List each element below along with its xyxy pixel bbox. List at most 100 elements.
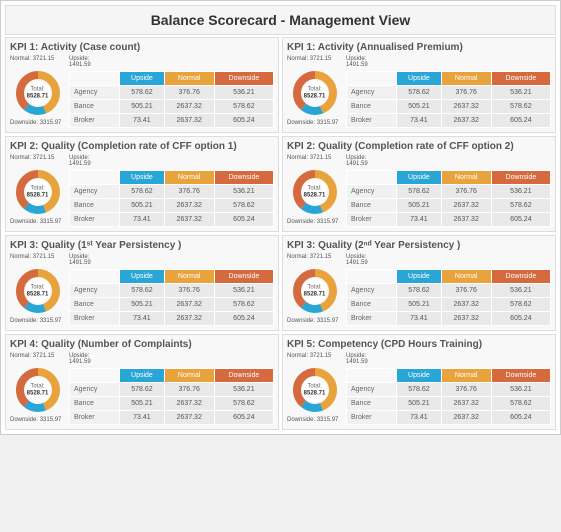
- cell-downside: 578.62: [214, 397, 273, 411]
- cell-normal: 376.76: [441, 383, 491, 397]
- table-header-row: Upside Normal Downside: [70, 72, 274, 86]
- donut-chart-icon: Total: 8528.71: [290, 68, 340, 118]
- cell-downside: 536.21: [491, 86, 550, 100]
- donut-area: Normal: 3721.15 Total: 8528.71 Downside:…: [10, 155, 65, 225]
- table-row: Bance 505.21 2637.32 578.62: [70, 100, 274, 114]
- cell-upside: 505.21: [120, 199, 164, 213]
- cell-normal: 2637.32: [441, 397, 491, 411]
- cell-normal: 2637.32: [164, 397, 214, 411]
- row-label: Broker: [70, 411, 120, 425]
- normal-label: Normal: 3721.15: [10, 56, 65, 62]
- col-normal: Normal: [441, 369, 491, 383]
- col-blank: [347, 369, 397, 383]
- table-row: Broker 73.41 2637.32 605.24: [70, 312, 274, 326]
- cell-downside: 605.24: [491, 213, 550, 227]
- kpi-table: Upside Normal Downside Agency 578.62 376…: [69, 368, 274, 425]
- cell-upside: 73.41: [120, 114, 164, 128]
- table-header-row: Upside Normal Downside: [70, 270, 274, 284]
- cell-normal: 2637.32: [164, 312, 214, 326]
- cell-normal: 2637.32: [441, 298, 491, 312]
- donut-area: Normal: 3721.15 Total: 8528.71 Downside:…: [287, 254, 342, 324]
- cell-upside: 73.41: [397, 312, 441, 326]
- col-downside: Downside: [491, 171, 550, 185]
- cell-upside: 505.21: [397, 397, 441, 411]
- donut-chart-icon: Total: 8528.71: [13, 167, 63, 217]
- cell-downside: 578.62: [491, 298, 550, 312]
- cell-normal: 376.76: [164, 185, 214, 199]
- donut-area: Normal: 3721.15 Total: 8528.71 Downside:…: [287, 56, 342, 126]
- kpi-card: KPI 3: Quality (2ⁿᵈ Year Persistency ) N…: [282, 235, 556, 331]
- donut-center: Total: 8528.71: [304, 185, 326, 198]
- col-normal: Normal: [164, 369, 214, 383]
- cell-downside: 578.62: [214, 298, 273, 312]
- cell-normal: 2637.32: [164, 298, 214, 312]
- kpi-card: KPI 2: Quality (Completion rate of CFF o…: [282, 136, 556, 232]
- table-header-row: Upside Normal Downside: [347, 171, 551, 185]
- cell-upside: 505.21: [397, 298, 441, 312]
- col-normal: Normal: [441, 171, 491, 185]
- table-header-row: Upside Normal Downside: [347, 369, 551, 383]
- col-upside: Upside: [397, 171, 441, 185]
- col-blank: [347, 270, 397, 284]
- row-label: Broker: [347, 213, 397, 227]
- cell-normal: 2637.32: [164, 199, 214, 213]
- cell-upside: 578.62: [120, 86, 164, 100]
- col-downside: Downside: [491, 270, 550, 284]
- col-upside: Upside: [120, 72, 164, 86]
- upside-label: Upside: 1491.59: [346, 254, 551, 266]
- normal-label: Normal: 3721.15: [287, 353, 342, 359]
- col-upside: Upside: [120, 369, 164, 383]
- cell-upside: 505.21: [120, 397, 164, 411]
- upside-label: Upside: 1491.59: [346, 353, 551, 365]
- table-row: Broker 73.41 2637.32 605.24: [70, 114, 274, 128]
- cell-upside: 73.41: [120, 411, 164, 425]
- downside-label: Downside: 3315.97: [10, 219, 65, 225]
- cell-upside: 578.62: [397, 383, 441, 397]
- table-header-row: Upside Normal Downside: [70, 171, 274, 185]
- row-label: Bance: [347, 199, 397, 213]
- downside-label: Downside: 3315.97: [10, 120, 65, 126]
- row-label: Bance: [70, 199, 120, 213]
- downside-label: Downside: 3315.97: [10, 318, 65, 324]
- kpi-title: KPI 5: Competency (CPD Hours Training): [287, 339, 551, 350]
- cell-downside: 605.24: [491, 312, 550, 326]
- table-row: Agency 578.62 376.76 536.21: [70, 185, 274, 199]
- cell-downside: 605.24: [491, 114, 550, 128]
- row-label: Bance: [70, 100, 120, 114]
- table-row: Bance 505.21 2637.32 578.62: [70, 298, 274, 312]
- col-normal: Normal: [164, 171, 214, 185]
- kpi-card: KPI 3: Quality (1ˢᵗ Year Persistency ) N…: [5, 235, 279, 331]
- col-blank: [347, 72, 397, 86]
- cell-downside: 536.21: [491, 383, 550, 397]
- kpi-table: Upside Normal Downside Agency 578.62 376…: [69, 71, 274, 128]
- cell-downside: 536.21: [214, 383, 273, 397]
- table-row: Bance 505.21 2637.32 578.62: [347, 100, 551, 114]
- kpi-card: KPI 1: Activity (Annualised Premium) Nor…: [282, 37, 556, 133]
- col-blank: [70, 171, 120, 185]
- table-header-row: Upside Normal Downside: [70, 369, 274, 383]
- cell-downside: 578.62: [491, 100, 550, 114]
- cell-downside: 605.24: [214, 114, 273, 128]
- downside-label: Downside: 3315.97: [287, 219, 342, 225]
- cell-upside: 505.21: [397, 199, 441, 213]
- col-blank: [70, 72, 120, 86]
- cell-downside: 536.21: [214, 284, 273, 298]
- cell-normal: 376.76: [164, 86, 214, 100]
- col-normal: Normal: [441, 72, 491, 86]
- donut-chart-icon: Total: 8528.71: [290, 365, 340, 415]
- upside-label: Upside: 1491.59: [69, 353, 274, 365]
- table-row: Bance 505.21 2637.32 578.62: [347, 397, 551, 411]
- normal-label: Normal: 3721.15: [287, 155, 342, 161]
- table-row: Broker 73.41 2637.32 605.24: [70, 411, 274, 425]
- donut-chart-icon: Total: 8528.71: [290, 167, 340, 217]
- donut-chart-icon: Total: 8528.71: [290, 266, 340, 316]
- kpi-table: Upside Normal Downside Agency 578.62 376…: [346, 269, 551, 326]
- row-label: Broker: [70, 312, 120, 326]
- donut-chart-icon: Total: 8528.71: [13, 266, 63, 316]
- cell-normal: 2637.32: [441, 411, 491, 425]
- row-label: Agency: [347, 383, 397, 397]
- row-label: Broker: [347, 114, 397, 128]
- col-downside: Downside: [491, 72, 550, 86]
- row-label: Agency: [70, 185, 120, 199]
- upside-label: Upside: 1491.59: [346, 155, 551, 167]
